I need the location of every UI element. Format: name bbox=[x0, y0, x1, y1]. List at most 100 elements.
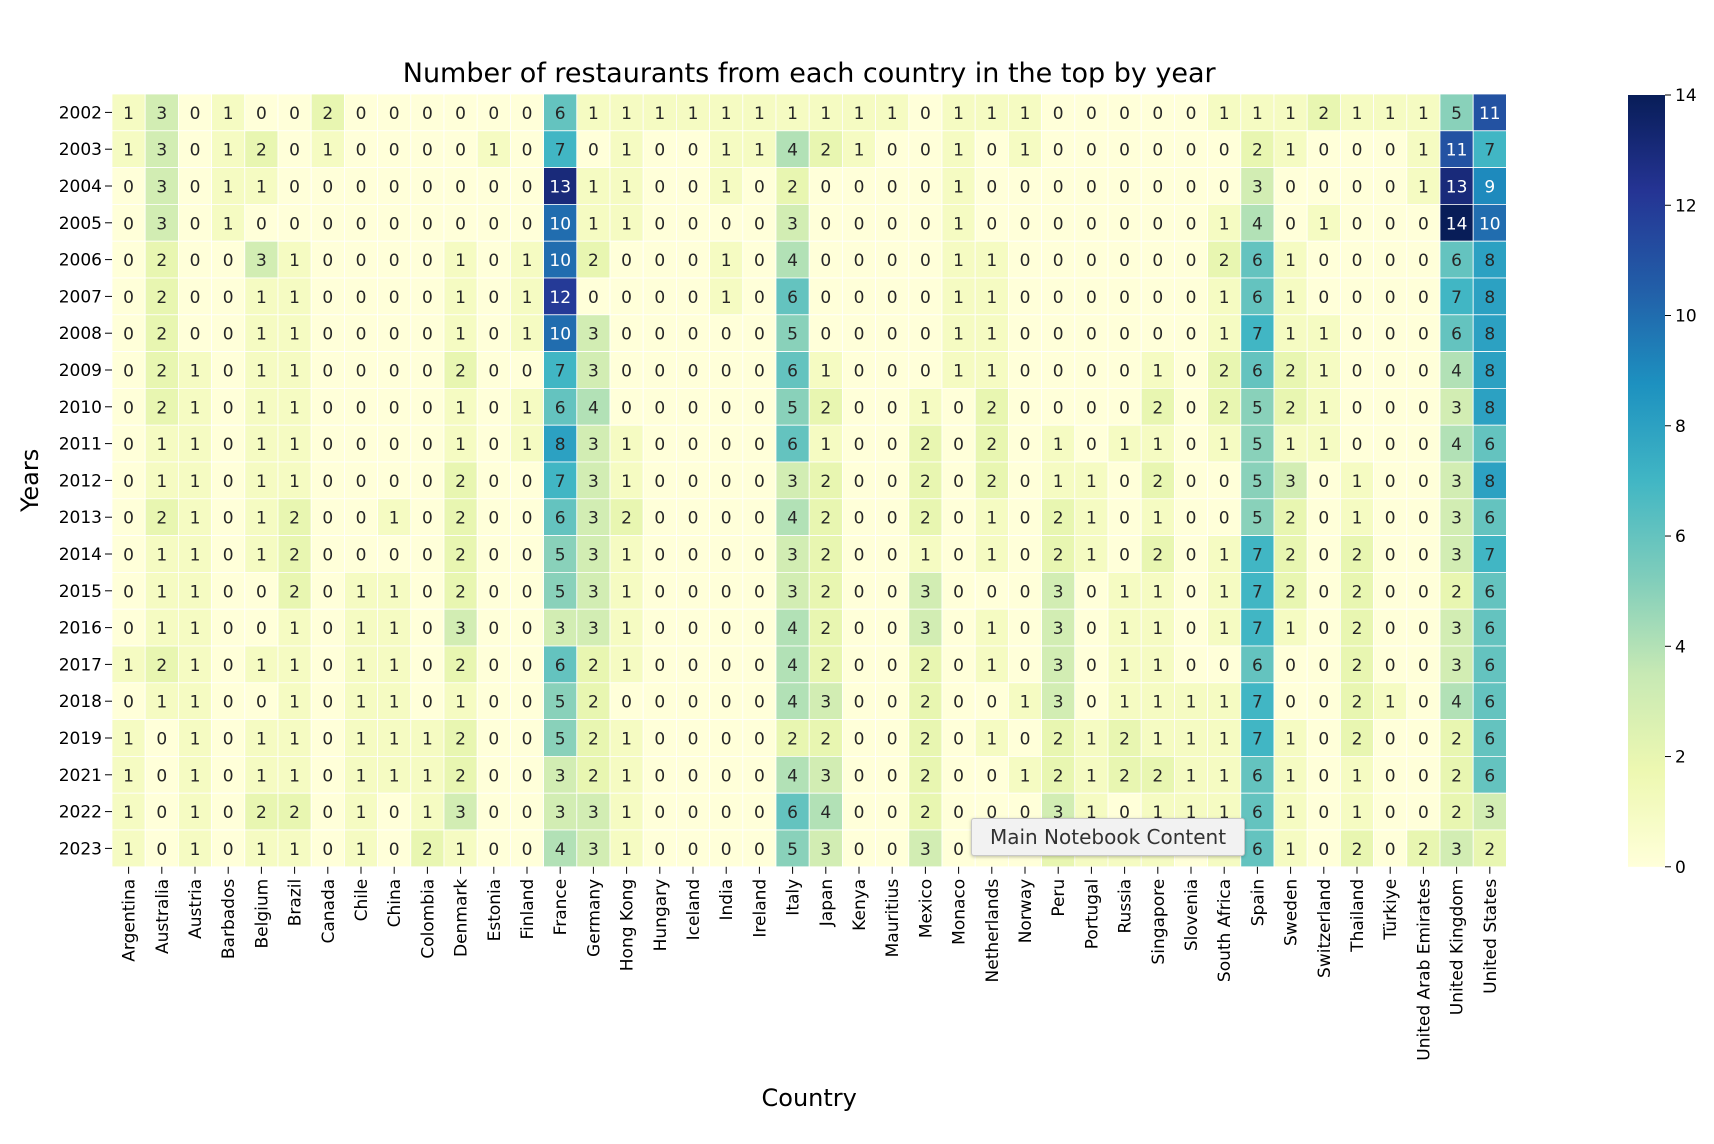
cell-value-label: 1 bbox=[787, 104, 798, 124]
cell-value-label: 0 bbox=[820, 288, 831, 308]
x-tick-label: Denmark bbox=[452, 879, 472, 957]
cell-value-label: 0 bbox=[422, 693, 433, 713]
heatmap-cell bbox=[377, 424, 412, 463]
cell-value-label: 2 bbox=[1152, 398, 1163, 418]
cell-value-label: 0 bbox=[1318, 472, 1329, 492]
heatmap-cell bbox=[974, 535, 1009, 573]
cell-value-label: 1 bbox=[522, 251, 533, 271]
cell-value-label: 4 bbox=[787, 766, 798, 786]
heatmap-cell bbox=[1306, 498, 1341, 536]
cell-value-label: 2 bbox=[156, 509, 167, 529]
x-tick-label: Brazil bbox=[286, 879, 306, 926]
cell-value-label: 3 bbox=[588, 362, 599, 382]
cell-value-label: 1 bbox=[289, 619, 300, 639]
heatmap-cell bbox=[310, 130, 345, 169]
heatmap-cell bbox=[543, 608, 578, 647]
cell-value-label: 0 bbox=[455, 214, 466, 234]
cell-value-label: 6 bbox=[1484, 766, 1495, 786]
cell-value-label: 0 bbox=[621, 398, 632, 418]
heatmap-cell bbox=[1240, 351, 1275, 389]
cell-value-label: 2 bbox=[1418, 840, 1429, 860]
cell-value-label: 0 bbox=[953, 509, 964, 529]
cell-value-label: 1 bbox=[389, 693, 400, 713]
heatmap-cell bbox=[1107, 608, 1142, 647]
cell-value-label: 0 bbox=[322, 288, 333, 308]
cell-value-label: 0 bbox=[488, 656, 499, 676]
heatmap-cell bbox=[1472, 608, 1507, 647]
colorbar-tick-label: 14 bbox=[1675, 86, 1697, 106]
cell-value-label: 0 bbox=[953, 398, 964, 418]
cell-value-label: 5 bbox=[787, 840, 798, 860]
cell-value-label: 0 bbox=[688, 582, 699, 602]
y-tick-label: 2014 bbox=[59, 545, 102, 565]
cell-value-label: 0 bbox=[455, 141, 466, 161]
heatmap-cell bbox=[1207, 461, 1242, 500]
heatmap-cell bbox=[1207, 719, 1242, 757]
cell-value-label: 1 bbox=[621, 803, 632, 823]
cell-value-label: 0 bbox=[455, 104, 466, 124]
cell-value-label: 0 bbox=[953, 582, 964, 602]
heatmap-cell bbox=[509, 682, 544, 720]
cell-value-label: 0 bbox=[920, 214, 931, 234]
cell-value-label: 6 bbox=[1484, 730, 1495, 750]
y-tick-label: 2007 bbox=[59, 287, 102, 307]
cell-value-label: 0 bbox=[1385, 766, 1396, 786]
heatmap-cell bbox=[709, 719, 744, 757]
colorbar-tick-label: 6 bbox=[1675, 527, 1686, 547]
cell-value-label: 4 bbox=[787, 693, 798, 713]
heatmap-cell bbox=[343, 792, 378, 831]
cell-value-label: 0 bbox=[522, 472, 533, 492]
heatmap-cell bbox=[709, 461, 744, 500]
colorbar-tick-label: 4 bbox=[1675, 637, 1686, 657]
cell-value-label: 0 bbox=[1186, 398, 1197, 418]
cell-value-label: 0 bbox=[1418, 288, 1429, 308]
cell-value-label: 0 bbox=[654, 730, 665, 750]
cell-value-label: 0 bbox=[223, 582, 234, 602]
cell-value-label: 0 bbox=[1119, 509, 1130, 529]
heatmap-cell bbox=[1041, 498, 1076, 536]
cell-value-label: 3 bbox=[820, 766, 831, 786]
cell-value-label: 0 bbox=[1086, 288, 1097, 308]
heatmap-cell bbox=[211, 792, 246, 831]
y-tick-label: 2003 bbox=[59, 140, 102, 160]
cell-value-label: 0 bbox=[322, 840, 333, 860]
cell-value-label: 0 bbox=[256, 619, 267, 639]
cell-value-label: 1 bbox=[1020, 693, 1031, 713]
heatmap-cell bbox=[1439, 351, 1474, 389]
heatmap-cell bbox=[1406, 277, 1441, 316]
cell-value-label: 0 bbox=[488, 730, 499, 750]
cell-value-label: 1 bbox=[522, 325, 533, 345]
heatmap-cell bbox=[842, 314, 877, 352]
heatmap-cell bbox=[476, 277, 511, 316]
x-tick-label: Portugal bbox=[1082, 879, 1102, 949]
cell-value-label: 1 bbox=[455, 840, 466, 860]
x-tick-label: Thailand bbox=[1348, 879, 1368, 953]
heatmap-cell bbox=[1273, 203, 1308, 242]
cell-value-label: 6 bbox=[555, 104, 566, 124]
cell-value-label: 0 bbox=[488, 288, 499, 308]
cell-value-label: 0 bbox=[1086, 693, 1097, 713]
cell-value-label: 1 bbox=[654, 104, 665, 124]
cell-value-label: 0 bbox=[123, 693, 134, 713]
heatmap-cell bbox=[775, 93, 810, 132]
cell-value-label: 0 bbox=[1385, 178, 1396, 198]
cell-value-label: 1 bbox=[1152, 656, 1163, 676]
cell-value-label: 1 bbox=[621, 656, 632, 676]
heatmap-cell bbox=[277, 203, 312, 242]
heatmap-cell bbox=[775, 203, 810, 242]
cell-value-label: 1 bbox=[1219, 104, 1230, 124]
cell-value-label: 6 bbox=[555, 656, 566, 676]
cell-value-label: 0 bbox=[654, 693, 665, 713]
cell-value-label: 0 bbox=[422, 619, 433, 639]
cell-value-label: 1 bbox=[1152, 435, 1163, 455]
x-tick-label: Sweden bbox=[1282, 879, 1302, 946]
cell-value-label: 0 bbox=[322, 619, 333, 639]
cell-value-label: 0 bbox=[422, 509, 433, 529]
x-tick-label: Kenya bbox=[850, 879, 870, 931]
heatmap-cell bbox=[244, 461, 279, 500]
heatmap-cell bbox=[875, 167, 910, 205]
cell-value-label: 2 bbox=[1053, 546, 1064, 566]
cell-value-label: 2 bbox=[588, 766, 599, 786]
heatmap-cell bbox=[1406, 167, 1441, 205]
